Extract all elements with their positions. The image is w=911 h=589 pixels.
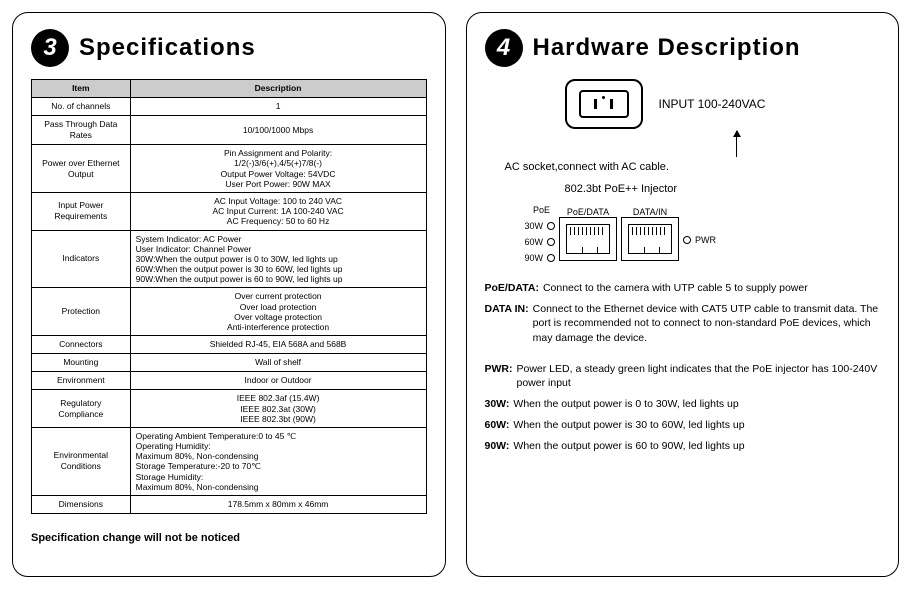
spec-label: Environment (32, 372, 131, 390)
spec-value: 1 (130, 98, 426, 116)
arrow-text: AC socket,connect with AC cable. (505, 161, 881, 173)
spec-value: Pin Assignment and Polarity:1/2(-)3/6(+)… (130, 145, 426, 193)
port-data-in (621, 217, 679, 261)
desc-text: When the output power is 60 to 90W, led … (513, 439, 744, 454)
spec-label: Power over Ethernet Output (32, 145, 131, 193)
desc-key: 30W: (485, 397, 510, 412)
led-icon (547, 222, 555, 230)
spec-label: Connectors (32, 336, 131, 354)
footnote: Specification change will not be noticed (31, 532, 427, 544)
spec-value: Operating Ambient Temperature:0 to 45 ℃O… (130, 427, 426, 495)
table-row: ProtectionOver current protectionOver lo… (32, 288, 427, 336)
desc-text: Connect to the camera with UTP cable 5 t… (543, 281, 808, 296)
port-label: DATA/IN (621, 207, 679, 217)
ac-socket-icon (565, 79, 643, 129)
desc-key: 90W: (485, 439, 510, 454)
specifications-panel: 3 Specifications Item Description No. of… (12, 12, 446, 577)
spec-value: Wall of shelf (130, 354, 426, 372)
device-label: 802.3bt PoE++ Injector (565, 183, 881, 195)
led-label: 60W (525, 237, 544, 247)
hardware-description: 90W: When the output power is 60 to 90W,… (485, 439, 881, 454)
section-number-badge: 3 (31, 29, 69, 67)
port-label: PoE/DATA (559, 207, 617, 217)
table-row: Dimensions178.5mm x 80mm x 46mm (32, 496, 427, 514)
spec-label: Pass Through Data Rates (32, 116, 131, 145)
ac-socket-block: INPUT 100-240VAC (565, 79, 881, 129)
desc-text: When the output power is 30 to 60W, led … (513, 418, 744, 433)
hardware-description: 30W: When the output power is 0 to 30W, … (485, 397, 881, 412)
spec-value: AC Input Voltage: 100 to 240 VACAC Input… (130, 192, 426, 230)
led-label: 90W (525, 253, 544, 263)
table-row: ConnectorsShielded RJ-45, EIA 568A and 5… (32, 336, 427, 354)
led-icon (547, 238, 555, 246)
spec-value: Shielded RJ-45, EIA 568A and 568B (130, 336, 426, 354)
led-icon (547, 254, 555, 262)
table-row: Regulatory ComplianceIEEE 802.3af (15.4W… (32, 390, 427, 428)
device-diagram: PoE 30W 60W 90W PoE/DATA DATA/IN PWR (525, 205, 881, 263)
table-header-item: Item (32, 80, 131, 98)
spec-label: Indicators (32, 230, 131, 288)
rj45-icon (628, 224, 672, 254)
socket-label: INPUT 100-240VAC (659, 97, 766, 111)
pwr-led-icon (683, 236, 691, 244)
spec-label: Input Power Requirements (32, 192, 131, 230)
hardware-description: 60W: When the output power is 30 to 60W,… (485, 418, 881, 433)
panel-header: 4 Hardware Description (485, 29, 881, 67)
table-row: MountingWall of shelf (32, 354, 427, 372)
table-row: EnvironmentIndoor or Outdoor (32, 372, 427, 390)
spec-value: IEEE 802.3af (15.4W)IEEE 802.3at (30W)IE… (130, 390, 426, 428)
table-row: Input Power RequirementsAC Input Voltage… (32, 192, 427, 230)
pwr-label: PWR (695, 235, 716, 245)
hardware-description: DATA IN: Connect to the Ethernet device … (485, 302, 881, 346)
hardware-description: PoE/DATA: Connect to the camera with UTP… (485, 281, 881, 296)
spec-value: Over current protectionOver load protect… (130, 288, 426, 336)
desc-key: DATA IN: (485, 302, 529, 346)
led-label: 30W (525, 221, 544, 231)
section-title: Specifications (79, 34, 256, 62)
table-row: Power over Ethernet OutputPin Assignment… (32, 145, 427, 193)
port-poe-data (559, 217, 617, 261)
spec-value: System Indicator: AC PowerUser Indicator… (130, 230, 426, 288)
section-number-badge: 4 (485, 29, 523, 67)
spec-label: Regulatory Compliance (32, 390, 131, 428)
table-row: No. of channels1 (32, 98, 427, 116)
spec-value: Indoor or Outdoor (130, 372, 426, 390)
hardware-description: PWR: Power LED, a steady green light ind… (485, 362, 881, 391)
spec-value: 178.5mm x 80mm x 46mm (130, 496, 426, 514)
spec-label: No. of channels (32, 98, 131, 116)
table-row: Environmental ConditionsOperating Ambien… (32, 427, 427, 495)
spec-label: Mounting (32, 354, 131, 372)
desc-key: PoE/DATA: (485, 281, 539, 296)
panel-header: 3 Specifications (31, 29, 427, 67)
specifications-table: Item Description No. of channels1Pass Th… (31, 79, 427, 514)
rj45-icon (566, 224, 610, 254)
arrow-block (593, 131, 881, 157)
spec-value: 10/100/1000 Mbps (130, 116, 426, 145)
desc-text: Power LED, a steady green light indicate… (517, 362, 881, 391)
table-header-description: Description (130, 80, 426, 98)
arrow-icon (736, 131, 737, 157)
spec-label: Dimensions (32, 496, 131, 514)
led-column: PoE 30W 60W 90W (525, 205, 556, 263)
desc-key: 60W: (485, 418, 510, 433)
table-row: IndicatorsSystem Indicator: AC PowerUser… (32, 230, 427, 288)
desc-text: When the output power is 0 to 30W, led l… (513, 397, 738, 412)
poe-header-label: PoE (533, 205, 550, 215)
table-row: Pass Through Data Rates10/100/1000 Mbps (32, 116, 427, 145)
hardware-panel: 4 Hardware Description INPUT 100-240VAC … (466, 12, 900, 577)
spec-label: Environmental Conditions (32, 427, 131, 495)
section-title: Hardware Description (533, 34, 801, 62)
desc-text: Connect to the Ethernet device with CAT5… (533, 302, 880, 346)
spec-label: Protection (32, 288, 131, 336)
desc-key: PWR: (485, 362, 513, 391)
